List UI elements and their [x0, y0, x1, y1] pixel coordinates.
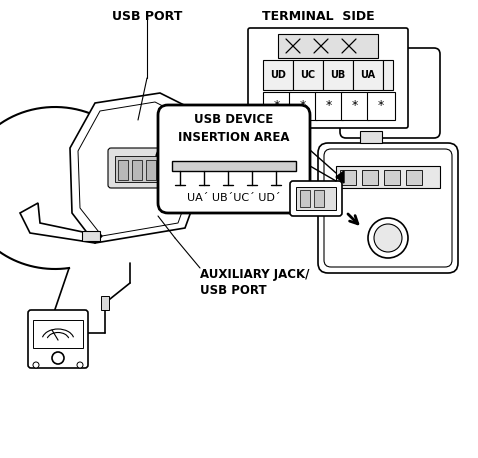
Bar — [115, 156, 161, 182]
Bar — [263, 60, 293, 90]
FancyBboxPatch shape — [290, 181, 342, 216]
Text: UD: UD — [270, 70, 286, 80]
Text: UB: UB — [330, 70, 346, 80]
Bar — [293, 60, 323, 90]
Bar — [323, 60, 353, 90]
Text: UA´ UB´UC´ UD´: UA´ UB´UC´ UD´ — [187, 193, 281, 203]
Bar — [289, 92, 317, 120]
Bar — [384, 170, 400, 185]
Bar — [146, 160, 156, 180]
FancyBboxPatch shape — [318, 143, 458, 273]
Text: USB PORT: USB PORT — [112, 10, 182, 23]
Bar — [263, 92, 291, 120]
Bar — [383, 60, 393, 90]
Circle shape — [156, 146, 180, 170]
Text: UA: UA — [360, 70, 376, 80]
Text: *: * — [352, 99, 358, 113]
Bar — [132, 160, 142, 180]
Polygon shape — [78, 102, 195, 236]
Bar — [360, 131, 382, 143]
Bar — [314, 190, 324, 207]
Bar — [296, 187, 336, 210]
Circle shape — [77, 362, 83, 368]
Circle shape — [33, 362, 39, 368]
Text: *: * — [300, 99, 306, 113]
Bar — [278, 34, 378, 58]
Bar — [82, 231, 100, 241]
FancyBboxPatch shape — [340, 48, 440, 138]
FancyBboxPatch shape — [28, 310, 88, 368]
Polygon shape — [70, 93, 205, 243]
Polygon shape — [336, 171, 344, 183]
FancyBboxPatch shape — [158, 105, 310, 213]
Text: UC: UC — [301, 70, 315, 80]
FancyBboxPatch shape — [108, 148, 168, 188]
Bar — [406, 170, 422, 185]
Bar — [341, 92, 369, 120]
Bar — [362, 170, 378, 185]
Bar — [118, 160, 128, 180]
Bar — [33, 320, 83, 348]
Bar — [336, 166, 440, 188]
Bar — [300, 190, 310, 207]
Text: *: * — [378, 99, 384, 113]
Text: *: * — [326, 99, 332, 113]
Bar — [172, 161, 296, 171]
Text: USB DEVICE
INSERTION AREA: USB DEVICE INSERTION AREA — [178, 113, 290, 144]
Circle shape — [160, 150, 176, 166]
Bar — [353, 60, 383, 90]
Circle shape — [374, 224, 402, 252]
Bar — [101, 296, 109, 310]
Circle shape — [368, 218, 408, 258]
Text: *: * — [274, 99, 280, 113]
Bar — [367, 92, 395, 120]
Polygon shape — [20, 203, 102, 243]
Bar — [315, 92, 343, 120]
Text: TERMINAL  SIDE: TERMINAL SIDE — [261, 10, 374, 23]
Text: AUXILIARY JACK/
USB PORT: AUXILIARY JACK/ USB PORT — [200, 268, 309, 297]
Bar — [340, 170, 356, 185]
FancyBboxPatch shape — [324, 149, 452, 267]
Circle shape — [52, 352, 64, 364]
FancyBboxPatch shape — [248, 28, 408, 128]
